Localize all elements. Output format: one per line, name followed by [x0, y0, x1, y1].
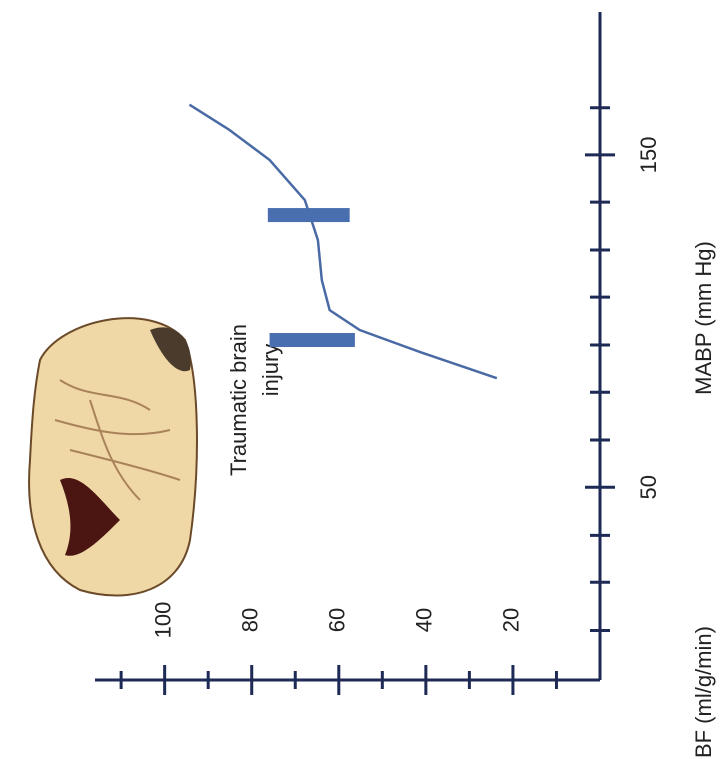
y-axis-label: CBF (ml/g/min): [691, 626, 716, 759]
y-tick-label: 100: [150, 602, 175, 639]
annotation: Traumatic brain: [226, 324, 251, 476]
x-axis-label: MABP (mm Hg): [691, 241, 716, 395]
brain-illustration: [29, 318, 197, 595]
x-tick-label: 50: [636, 475, 661, 499]
y-tick-label: 60: [325, 608, 350, 632]
chart: 20 40 60 80 100 50 150 CBF (ml/g/min) MABP (mm H…: [0, 0, 727, 759]
x-tick-label: 150: [636, 137, 661, 174]
range-bar: [270, 333, 355, 347]
page: 20 40 60 80 100 50 150 CBF (ml/g/min) MABP (mm H…: [0, 0, 727, 759]
y-tick-label: 20: [499, 608, 524, 632]
y-tick-label: 80: [238, 608, 263, 632]
annotation: injury: [258, 344, 283, 397]
range-bar: [268, 208, 350, 222]
y-tick-label: 40: [412, 608, 437, 632]
